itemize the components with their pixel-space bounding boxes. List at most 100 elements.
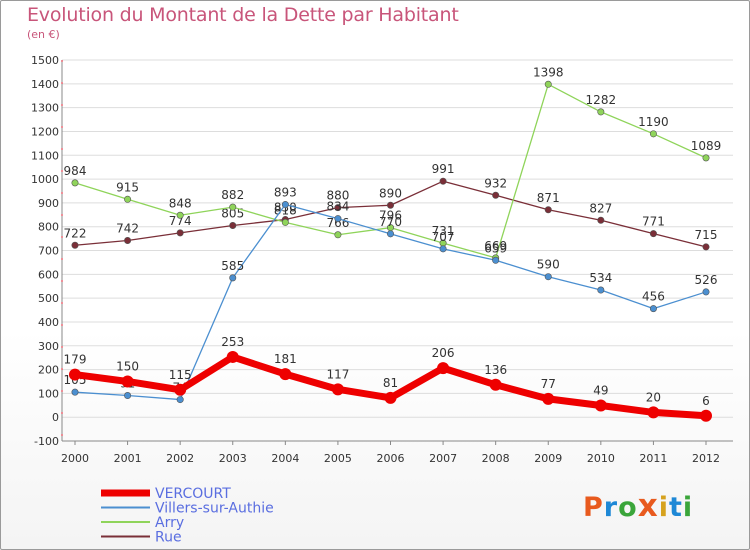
data-label-rue: 722 [64, 226, 87, 240]
data-point-vercourt [489, 378, 502, 391]
chart-subtitle: (en €) [27, 28, 60, 41]
data-label-villers-sur-authie: 590 [537, 258, 560, 272]
y-tick-label: 1300 [31, 102, 59, 115]
data-label-arry: 1190 [638, 115, 669, 129]
x-tick-label: 2002 [166, 452, 194, 465]
series-rue: 722742774805830880890991932871827771715 [64, 162, 718, 251]
proxiti-logo: Proxiti [583, 488, 693, 524]
logo-letter: x [637, 488, 659, 524]
y-tick-label: 1200 [31, 125, 59, 138]
x-tick-label: 2005 [324, 452, 352, 465]
data-label-villers-sur-authie: 585 [221, 259, 244, 273]
y-tick-label: 1400 [31, 78, 59, 91]
logo-letter: r [603, 492, 619, 523]
data-point-arry [124, 195, 132, 203]
x-tick-label: 2008 [482, 452, 510, 465]
data-point-rue [702, 243, 710, 251]
data-label-vercourt: 136 [484, 363, 507, 377]
y-tick-label: 900 [38, 197, 59, 210]
data-label-rue: 827 [589, 201, 612, 215]
logo-letter: i [658, 492, 669, 523]
data-point-rue [229, 221, 237, 229]
y-tick-label: 200 [38, 364, 59, 377]
x-tick-label: 2003 [219, 452, 247, 465]
data-label-villers-sur-authie: 534 [589, 271, 612, 285]
logo-letter: i [682, 492, 694, 523]
y-tick-label: 1000 [31, 173, 59, 186]
y-tick-label: 600 [38, 268, 59, 281]
data-label-vercourt: 150 [116, 359, 139, 373]
data-label-vercourt: 117 [326, 367, 349, 381]
data-label-rue: 890 [379, 186, 402, 200]
data-point-vercourt [700, 409, 712, 422]
data-point-villers-sur-authie [71, 388, 79, 396]
data-label-arry: 915 [116, 180, 139, 194]
data-point-vercourt [542, 392, 555, 405]
data-label-rue: 880 [326, 189, 349, 203]
data-point-rue [176, 229, 184, 237]
data-point-rue [124, 236, 132, 244]
data-point-villers-sur-authie [176, 396, 184, 404]
data-label-villers-sur-authie: 707 [432, 230, 455, 244]
series-villers-sur-authie: 1059174585893834770707659590534456526 [64, 186, 717, 404]
data-label-arry: 984 [64, 164, 87, 178]
data-label-vercourt: 206 [432, 346, 455, 360]
data-point-villers-sur-authie [124, 392, 132, 400]
data-point-villers-sur-authie [386, 230, 394, 238]
y-tick-label: -100 [34, 435, 59, 448]
data-point-villers-sur-authie [597, 286, 605, 294]
data-label-arry: 1089 [691, 139, 722, 153]
x-tick-label: 2007 [429, 452, 457, 465]
data-point-rue [334, 204, 342, 212]
data-point-arry [649, 130, 657, 138]
y-tick-label: 500 [38, 292, 59, 305]
x-tick-label: 2001 [114, 452, 142, 465]
data-label-rue: 991 [432, 162, 455, 176]
x-tick-label: 2012 [692, 452, 720, 465]
logo-letter: t [668, 492, 683, 523]
data-label-villers-sur-authie: 770 [379, 215, 402, 229]
data-label-rue: 715 [695, 228, 718, 242]
legend-label-rue: Rue [155, 530, 182, 546]
data-label-arry: 1398 [533, 65, 564, 79]
data-label-arry: 848 [169, 196, 192, 210]
logo-letter: o [618, 492, 638, 523]
y-tick-label: 300 [38, 340, 59, 353]
data-point-arry [544, 80, 552, 88]
data-label-arry: 669 [484, 239, 507, 253]
data-point-villers-sur-authie [649, 305, 657, 313]
data-point-villers-sur-authie [229, 274, 237, 282]
y-tick-label: 1100 [31, 149, 59, 162]
x-tick-label: 2011 [639, 452, 667, 465]
data-label-arry: 796 [379, 209, 402, 223]
y-tick-label: 100 [38, 387, 59, 400]
data-label-vercourt: 115 [169, 368, 192, 382]
x-tick-label: 2009 [534, 452, 562, 465]
logo-letter: P [583, 492, 604, 523]
data-point-villers-sur-authie [439, 245, 447, 253]
data-point-arry [334, 231, 342, 239]
data-label-vercourt: 181 [274, 352, 297, 366]
data-label-rue: 871 [537, 191, 560, 205]
data-point-rue [544, 206, 552, 214]
data-point-vercourt [69, 368, 81, 381]
y-tick-label: 0 [52, 411, 59, 424]
data-point-vercourt [331, 383, 344, 396]
data-label-vercourt: 49 [593, 384, 608, 398]
data-label-villers-sur-authie: 659 [484, 241, 507, 255]
data-label-rue: 932 [484, 176, 507, 190]
legend-label-arry: Arry [155, 515, 184, 531]
data-label-vercourt: 81 [383, 376, 398, 390]
x-tick-label: 2006 [377, 452, 405, 465]
data-label-vercourt: 77 [541, 377, 556, 391]
y-tick-label: 800 [38, 221, 59, 234]
data-label-rue: 771 [642, 215, 665, 229]
y-tick-label: 400 [38, 316, 59, 329]
data-point-villers-sur-authie [544, 273, 552, 281]
data-point-vercourt [594, 399, 607, 412]
data-label-arry: 766 [326, 216, 349, 230]
data-label-vercourt: 20 [646, 390, 661, 404]
